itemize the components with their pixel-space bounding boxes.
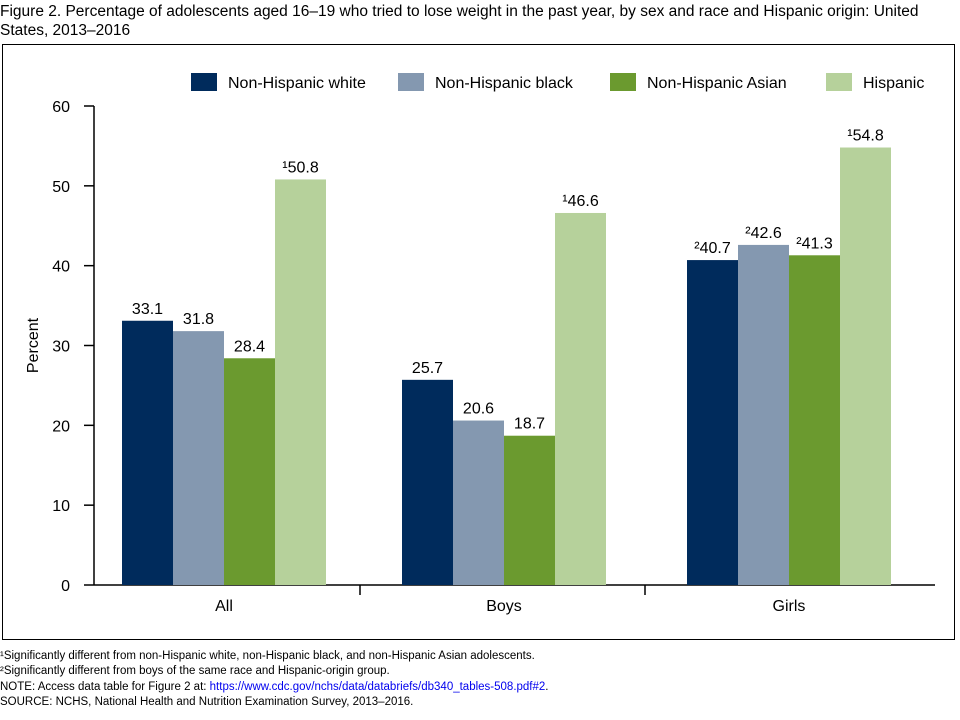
data-label: ¹46.6 bbox=[562, 193, 599, 210]
x-category-label: All bbox=[215, 598, 233, 615]
data-label: ¹54.8 bbox=[847, 128, 884, 145]
bar bbox=[122, 320, 173, 585]
legend-swatch bbox=[610, 73, 636, 91]
y-tick-label: 60 bbox=[52, 99, 70, 116]
y-tick-label: 20 bbox=[52, 418, 70, 435]
x-category-label: Girls bbox=[773, 598, 806, 615]
y-tick-label: 30 bbox=[52, 339, 70, 356]
data-table-link[interactable]: https://www.cdc.gov/nchs/data/databriefs… bbox=[209, 680, 546, 693]
legend-label: Hispanic bbox=[863, 75, 924, 92]
x-category-label: Boys bbox=[486, 598, 522, 615]
data-label: 25.7 bbox=[412, 360, 443, 377]
footnote-1: ¹Significantly different from non-Hispan… bbox=[0, 650, 535, 662]
bar bbox=[789, 255, 840, 585]
data-label: 33.1 bbox=[132, 301, 163, 318]
y-tick-label: 0 bbox=[61, 578, 70, 595]
legend-label: Non-Hispanic black bbox=[435, 75, 574, 92]
bar bbox=[173, 331, 224, 585]
bar bbox=[840, 147, 891, 585]
legend-swatch bbox=[826, 73, 852, 91]
data-label: ¹50.8 bbox=[282, 159, 319, 176]
bar bbox=[402, 379, 453, 585]
legend-swatch bbox=[191, 73, 217, 91]
legend-label: Non-Hispanic white bbox=[228, 75, 366, 92]
bar bbox=[687, 260, 738, 585]
y-tick-label: 40 bbox=[52, 259, 70, 276]
bar bbox=[504, 435, 555, 585]
data-label: ²40.7 bbox=[694, 240, 731, 257]
legend-label: Non-Hispanic Asian bbox=[647, 75, 787, 92]
data-label: 31.8 bbox=[183, 311, 214, 328]
data-label: 20.6 bbox=[463, 401, 494, 418]
y-axis-title: Percent bbox=[25, 317, 42, 373]
y-tick-label: 10 bbox=[52, 498, 70, 515]
y-tick-label: 50 bbox=[52, 179, 70, 196]
bar bbox=[738, 244, 789, 585]
bar bbox=[555, 212, 606, 585]
note-line: NOTE: Access data table for Figure 2 at:… bbox=[0, 680, 549, 695]
legend-swatch bbox=[398, 73, 424, 91]
footnotes: ¹Significantly different from non-Hispan… bbox=[0, 649, 549, 711]
bar bbox=[224, 358, 275, 585]
bar bbox=[275, 179, 326, 586]
data-label: ²42.6 bbox=[745, 225, 782, 242]
footnote-2: ²Significantly different from boys of th… bbox=[0, 665, 390, 678]
data-label: ²41.3 bbox=[796, 235, 833, 252]
note-suffix: . bbox=[545, 680, 549, 693]
figure-title: Figure 2. Percentage of adolescents aged… bbox=[0, 3, 919, 39]
note-prefix: NOTE: Access data table for Figure 2 at: bbox=[0, 680, 210, 693]
chart-frame bbox=[2, 44, 955, 640]
data-label: 28.4 bbox=[234, 338, 265, 355]
source-line: SOURCE: NCHS, National Health and Nutrit… bbox=[0, 696, 414, 709]
data-label: 18.7 bbox=[514, 416, 545, 433]
bar bbox=[453, 420, 504, 585]
